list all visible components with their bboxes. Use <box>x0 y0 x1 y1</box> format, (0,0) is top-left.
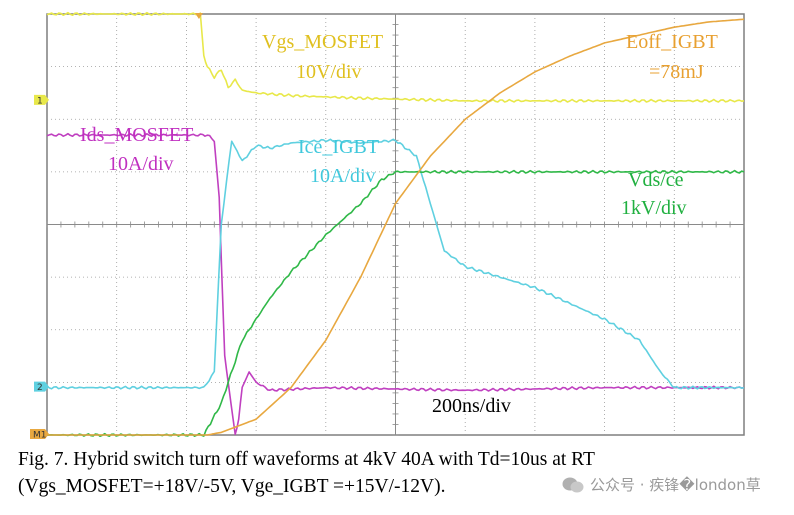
channel-marker-m1: M1 <box>30 429 49 440</box>
trace-vgs-mosfet <box>46 11 745 103</box>
channel-marker-vgs: 1 <box>34 94 49 106</box>
channel-marker-label: 1 <box>37 96 43 106</box>
channel-marker-label: 2 <box>37 383 43 393</box>
vgs-label-scale: 10V/div <box>296 61 362 83</box>
trigger-marker <box>194 13 203 19</box>
waveform-traces <box>46 11 745 438</box>
channel-markers: 1 2 M1 <box>30 13 203 440</box>
plot-grid <box>46 13 745 436</box>
trace-ice-igbt <box>46 138 745 390</box>
wechat-icon <box>562 477 584 492</box>
trace-ids-mosfet <box>46 132 745 436</box>
eoff-label-name: Eoff_IGBT <box>626 31 718 53</box>
vds-label-scale: 1kV/div <box>621 197 687 219</box>
ice-label-scale: 10A/div <box>310 165 376 187</box>
channel-marker-label: M1 <box>33 431 47 441</box>
channel-marker-ice: 2 <box>34 381 49 393</box>
oscilloscope-plot: 1 2 M1 Vgs_MOSFET 10V/div Eoff_IGBT =78mJ … <box>30 11 745 440</box>
vds-label-name: Vds/ce <box>628 169 684 191</box>
ids-label-name: Ids_MOSFET <box>80 124 193 146</box>
figure-caption: Fig. 7. Hybrid switch turn off waveforms… <box>18 446 788 500</box>
caption-line-2: (Vgs_MOSFET=+18V/-5V, Vge_IGBT =+15V/-12… <box>18 476 446 497</box>
watermark-text: 公众号 · 疾锋�london草 <box>590 476 761 494</box>
watermark: 公众号 · 疾锋�london草 <box>562 474 761 495</box>
caption-line-1: Fig. 7. Hybrid switch turn off waveforms… <box>18 449 595 470</box>
vgs-label-name: Vgs_MOSFET <box>262 31 383 53</box>
ids-label-scale: 10A/div <box>108 153 174 175</box>
trace-eoff-igbt <box>47 18 745 436</box>
eoff-label-value: =78mJ <box>649 61 704 83</box>
ice-label-name: Ice_IGBT <box>298 136 379 158</box>
timebase-label: 200ns/div <box>432 395 511 417</box>
trace-labels: Vgs_MOSFET 10V/div Eoff_IGBT =78mJ Ids_M… <box>80 31 718 417</box>
